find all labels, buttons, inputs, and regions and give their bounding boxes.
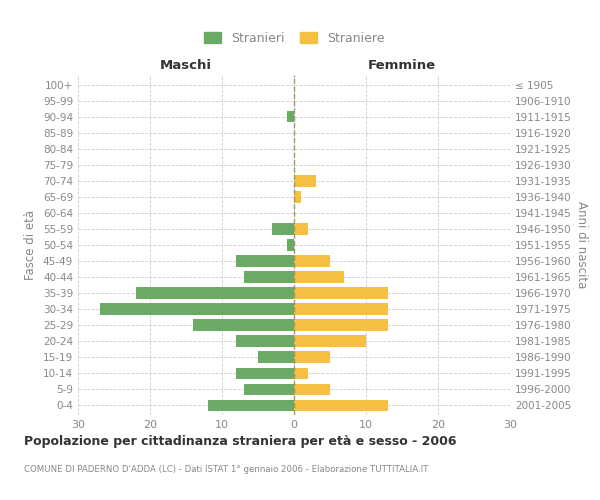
Bar bbox=[244, 272, 294, 283]
Bar bbox=[136, 288, 294, 299]
Bar bbox=[294, 304, 388, 315]
Y-axis label: Fasce di età: Fasce di età bbox=[25, 210, 37, 280]
Bar bbox=[294, 223, 308, 234]
Text: Maschi: Maschi bbox=[160, 59, 212, 72]
Legend: Stranieri, Straniere: Stranieri, Straniere bbox=[199, 27, 389, 50]
Bar bbox=[294, 288, 388, 299]
Bar bbox=[294, 320, 388, 331]
Bar bbox=[100, 304, 294, 315]
Bar bbox=[258, 352, 294, 363]
Text: COMUNE DI PADERNO D'ADDA (LC) - Dati ISTAT 1° gennaio 2006 - Elaborazione TUTTIT: COMUNE DI PADERNO D'ADDA (LC) - Dati IST… bbox=[24, 465, 428, 474]
Bar bbox=[244, 384, 294, 395]
Bar bbox=[208, 400, 294, 411]
Bar bbox=[236, 256, 294, 267]
Bar bbox=[236, 336, 294, 347]
Bar bbox=[294, 256, 330, 267]
Bar bbox=[294, 352, 330, 363]
Bar bbox=[294, 384, 330, 395]
Bar bbox=[236, 368, 294, 379]
Bar bbox=[193, 320, 294, 331]
Bar bbox=[294, 175, 316, 186]
Bar bbox=[294, 191, 301, 202]
Bar bbox=[294, 336, 366, 347]
Bar bbox=[287, 239, 294, 251]
Bar bbox=[272, 223, 294, 234]
Text: Popolazione per cittadinanza straniera per età e sesso - 2006: Popolazione per cittadinanza straniera p… bbox=[24, 435, 457, 448]
Text: Femmine: Femmine bbox=[368, 59, 436, 72]
Bar bbox=[294, 368, 308, 379]
Bar bbox=[287, 111, 294, 122]
Bar bbox=[294, 272, 344, 283]
Bar bbox=[294, 400, 388, 411]
Y-axis label: Anni di nascita: Anni di nascita bbox=[575, 202, 588, 288]
